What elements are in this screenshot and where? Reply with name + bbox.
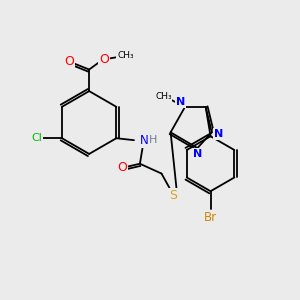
Text: O: O — [64, 55, 74, 68]
Text: N: N — [214, 129, 223, 139]
Text: CH₃: CH₃ — [155, 92, 172, 101]
Text: N: N — [176, 97, 185, 107]
Text: N: N — [193, 149, 202, 159]
Text: Cl: Cl — [31, 133, 42, 143]
Text: O: O — [99, 53, 109, 66]
Text: S: S — [169, 189, 177, 202]
Text: O: O — [117, 161, 127, 174]
Text: H: H — [148, 135, 157, 145]
Text: Br: Br — [204, 211, 217, 224]
Text: CH₃: CH₃ — [117, 51, 134, 60]
Text: N: N — [140, 134, 148, 147]
